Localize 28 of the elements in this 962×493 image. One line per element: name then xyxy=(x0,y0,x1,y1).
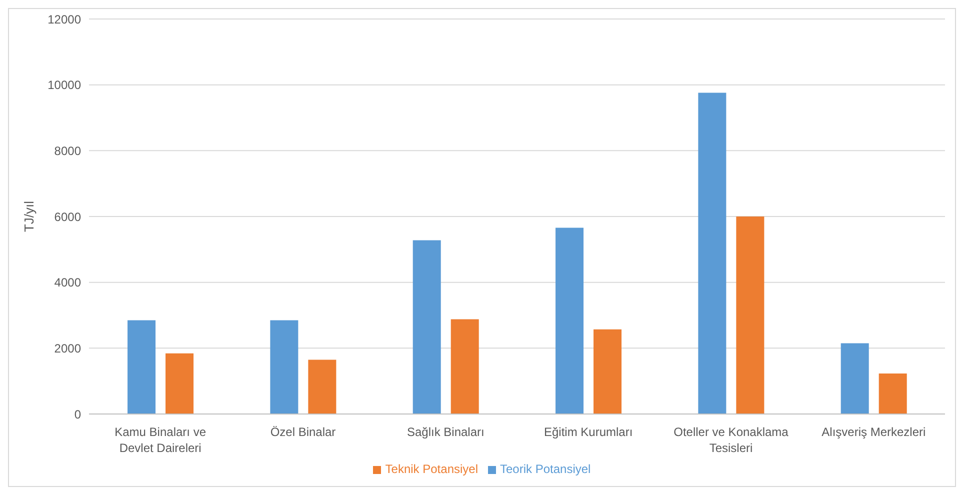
y-tick-label: 0 xyxy=(74,407,82,422)
y-tick-label: 4000 xyxy=(54,276,82,290)
bar xyxy=(270,320,298,414)
bar xyxy=(128,320,156,414)
x-tick-label: Oteller ve Konaklama Tesisleri xyxy=(674,425,789,455)
x-tick-label: Özel Binalar xyxy=(270,425,336,439)
x-tick-label: Alışveriş Merkezleri xyxy=(822,425,926,439)
bar xyxy=(878,374,907,414)
y-tick-label: 6000 xyxy=(54,210,82,224)
bar xyxy=(166,353,194,414)
bar xyxy=(556,228,584,414)
x-tick-label: Eğitim Kurumları xyxy=(544,425,633,439)
legend-label: Teorik Potansiyel xyxy=(500,462,591,476)
y-axis-title: TJ/yıl xyxy=(22,200,37,232)
y-tick-label: 12000 xyxy=(48,12,82,26)
bar xyxy=(736,216,764,414)
bar xyxy=(412,240,441,414)
bar xyxy=(308,360,336,414)
y-tick-label: 10000 xyxy=(48,78,82,92)
bar xyxy=(594,329,622,414)
bar xyxy=(450,319,479,414)
bar xyxy=(840,343,869,414)
legend-label: Teknik Potansiyel xyxy=(385,462,478,476)
y-tick-label: 8000 xyxy=(54,144,82,158)
x-tick-label: Kamu Binaları ve Devlet Daireleri xyxy=(114,425,206,455)
bar xyxy=(698,92,726,414)
x-tick-label: Sağlık Binaları xyxy=(406,425,484,439)
y-tick-label: 2000 xyxy=(54,341,82,356)
